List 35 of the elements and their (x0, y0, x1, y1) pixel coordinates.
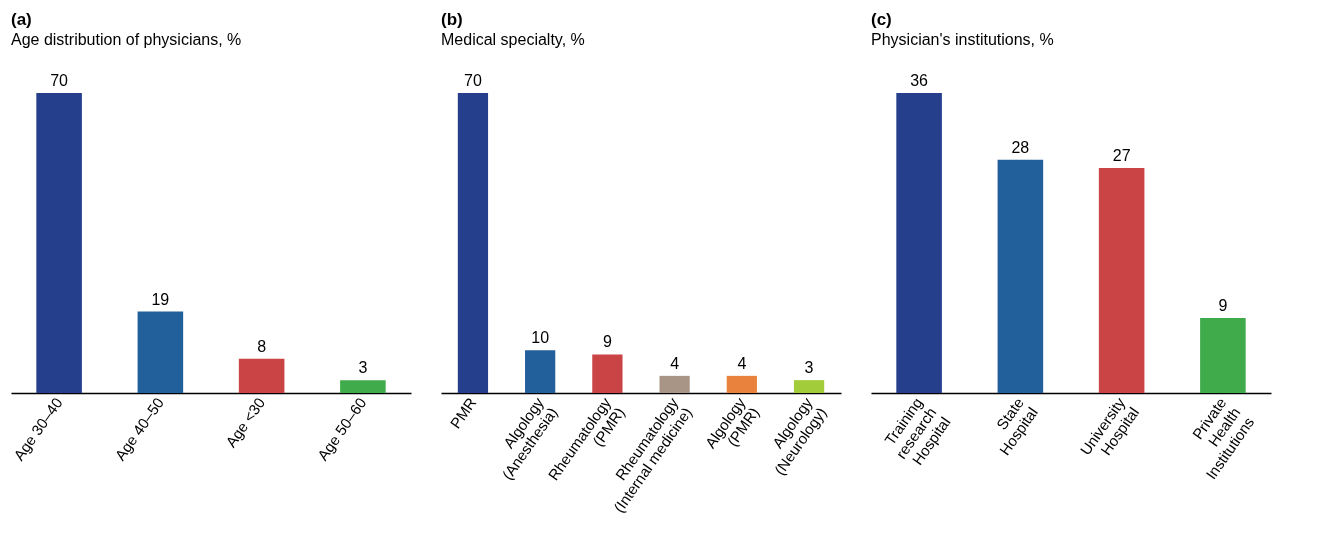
data-label: 28 (1011, 138, 1030, 156)
bar (36, 93, 82, 393)
bar (659, 375, 690, 393)
bar (592, 354, 623, 393)
data-label: 4 (737, 354, 747, 372)
bar (137, 311, 184, 393)
x-tick-label: Age <30 (221, 394, 269, 451)
chart-subtitle: Medical specialty, % (441, 31, 585, 48)
data-label: 70 (50, 72, 69, 89)
data-label: 10 (531, 329, 550, 347)
data-label: 3 (358, 359, 368, 377)
data-label: 8 (257, 337, 267, 355)
bar (997, 159, 1044, 393)
data-label: 9 (1218, 297, 1228, 314)
bar (1098, 168, 1145, 393)
bar (793, 380, 825, 393)
bar (238, 358, 285, 393)
bar (457, 93, 489, 393)
chart-title: (a) (11, 10, 32, 29)
data-label: 9 (602, 333, 612, 351)
data-label: 36 (910, 72, 929, 89)
chart-subtitle: Physician's institutions, % (871, 31, 1054, 48)
chart-title: (c) (871, 10, 892, 29)
bar (1200, 318, 1246, 393)
data-label: 19 (151, 290, 170, 308)
bar (896, 93, 942, 393)
bar (525, 350, 556, 393)
chart-subtitle: Age distribution of physicians, % (11, 31, 242, 48)
data-label: 70 (464, 72, 482, 89)
bar (340, 380, 386, 393)
data-label: 3 (804, 359, 814, 377)
chart-title: (b) (441, 10, 463, 29)
data-label: 4 (670, 354, 680, 372)
data-label: 27 (1112, 147, 1131, 164)
bar (726, 375, 757, 393)
